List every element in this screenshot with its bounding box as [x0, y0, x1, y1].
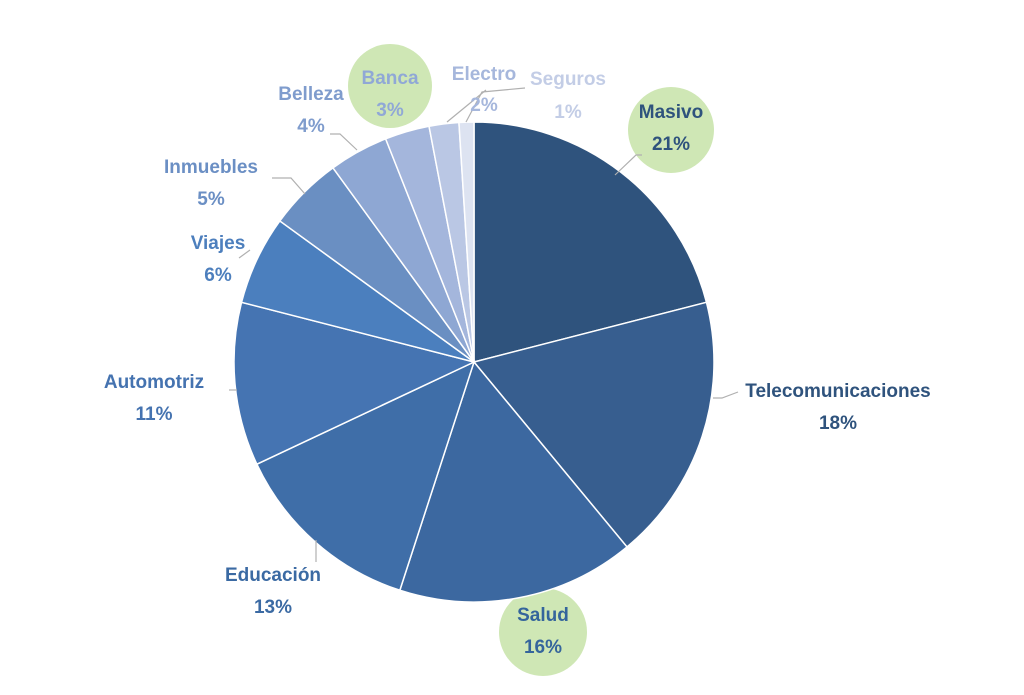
slice-label-banca: Banca	[361, 68, 418, 89]
slice-value-salud: 16%	[524, 637, 562, 658]
pie-slice-salud	[398, 360, 629, 603]
slice-label-masivo: Masivo	[639, 102, 703, 123]
highlight-circle-salud	[499, 588, 587, 676]
slice-value-automotriz: 11%	[136, 404, 173, 425]
pie-slices	[233, 121, 715, 603]
slice-value-educación: 13%	[254, 597, 292, 618]
pie-slice-educación	[255, 360, 476, 592]
slice-label-telecomunicaciones: Telecomunicaciones	[745, 381, 931, 402]
slice-label-belleza: Belleza	[278, 84, 344, 105]
leader-line-viajes	[238, 249, 251, 259]
slice-label-electro: Electro	[452, 64, 516, 85]
slice-value-inmuebles: 5%	[197, 189, 225, 210]
highlight-circles	[348, 44, 714, 676]
slice-value-masivo: 21%	[652, 134, 690, 155]
pie-slice-automotriz	[233, 301, 477, 466]
pie-slice-telecomunicaciones	[472, 301, 715, 548]
leader-line-seguros	[465, 87, 526, 123]
slice-value-viajes: 6%	[204, 265, 232, 286]
leader-lines	[229, 87, 739, 562]
slice-label-salud: Salud	[517, 605, 569, 626]
slice-label-educación: Educación	[225, 565, 321, 586]
leader-line-masivo	[614, 154, 642, 176]
pie-slice-masivo	[473, 121, 708, 363]
slice-value-banca: 3%	[376, 100, 404, 121]
slice-label-automotriz: Automotriz	[104, 372, 204, 393]
slice-label-inmuebles: Inmuebles	[164, 157, 258, 178]
leader-line-belleza	[330, 133, 358, 151]
highlight-circle-masivo	[628, 87, 714, 173]
leader-line-electro	[446, 89, 487, 123]
slice-value-seguros: 1%	[554, 102, 582, 123]
slice-label-seguros: Seguros	[530, 69, 606, 90]
slice-value-electro: 2%	[470, 95, 498, 116]
slice-value-telecomunicaciones: 18%	[819, 413, 857, 434]
data-labels: Masivo 21% Telecomunicaciones 18% Salud 16% Ed…	[104, 64, 931, 658]
leader-line-inmuebles	[272, 177, 306, 195]
highlight-circle-banca	[348, 44, 432, 128]
slice-value-belleza: 4%	[297, 116, 325, 137]
slice-label-viajes: Viajes	[191, 233, 246, 254]
leader-line-telecomunicaciones	[713, 391, 739, 399]
